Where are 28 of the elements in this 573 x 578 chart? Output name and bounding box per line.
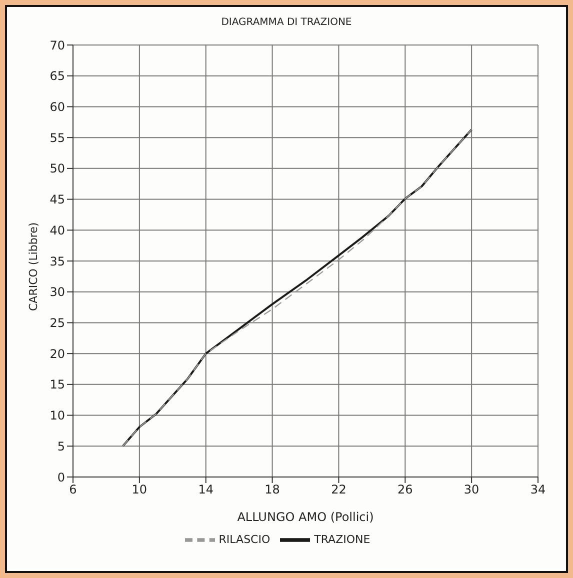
y-tick-label: 70 (50, 38, 65, 52)
x-tick-label: 34 (530, 482, 546, 497)
y-tick-label: 10 (50, 408, 65, 423)
y-tick-label: 40 (50, 223, 65, 238)
x-axis-title: ALLUNGO AMO (Pollici) (237, 510, 374, 524)
y-tick-label: 5 (57, 439, 65, 454)
y-tick-label: 65 (50, 69, 65, 84)
y-axis-title: CARICO (Libbre) (26, 222, 40, 311)
legend-label: TRAZIONE (314, 533, 370, 546)
x-tick-label: 10 (132, 482, 148, 497)
y-tick-label: 45 (50, 192, 65, 207)
y-tick-label: 55 (50, 130, 65, 145)
y-tick-label: 0 (57, 470, 65, 484)
legend-label: RILASCIO (218, 533, 270, 546)
x-tick-label: 30 (464, 482, 480, 497)
x-tick-label: 18 (264, 482, 280, 497)
y-tick-label: 35 (50, 254, 65, 268)
y-tick-label: 30 (50, 285, 65, 300)
x-tick-label: 22 (331, 482, 346, 497)
y-tick-label: 15 (50, 378, 65, 392)
y-tick-label: 20 (50, 346, 65, 361)
y-tick-label: 25 (50, 316, 65, 330)
x-tick-label: 26 (398, 482, 413, 497)
x-tick-label: 6 (69, 482, 77, 497)
y-tick-label: 50 (50, 162, 65, 176)
chart-title: DIAGRAMMA DI TRAZIONE (220, 17, 353, 28)
y-tick-label: 60 (50, 100, 65, 114)
x-tick-label: 14 (198, 482, 214, 497)
